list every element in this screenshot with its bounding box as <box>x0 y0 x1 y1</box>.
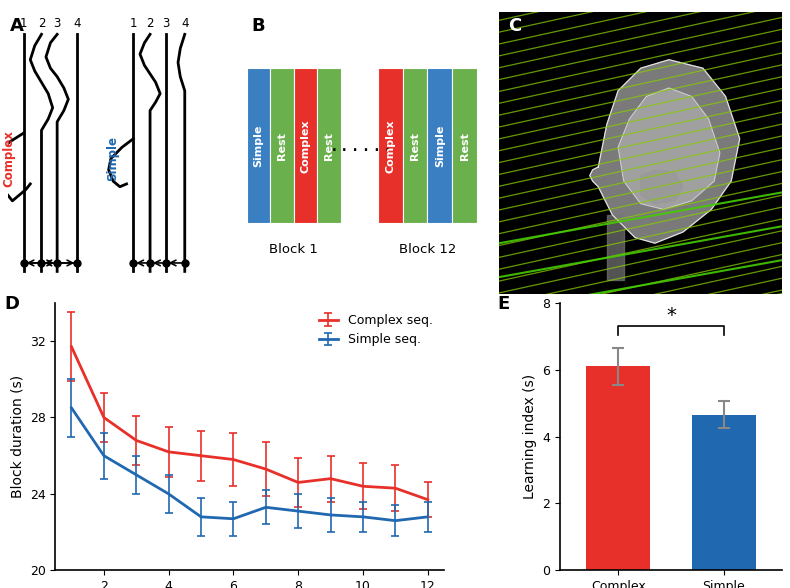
Text: 3: 3 <box>54 17 61 30</box>
Bar <box>452 68 477 223</box>
Text: 3: 3 <box>162 17 169 30</box>
Text: Simple: Simple <box>435 125 445 167</box>
Text: Block 1: Block 1 <box>269 243 318 256</box>
Text: Complex: Complex <box>300 119 310 172</box>
Text: 2: 2 <box>38 17 45 30</box>
Text: B: B <box>252 18 265 35</box>
Text: *: * <box>666 306 676 325</box>
Text: Simple: Simple <box>254 125 264 167</box>
Text: C: C <box>508 18 521 35</box>
Text: Rest: Rest <box>460 132 469 160</box>
Bar <box>246 68 270 223</box>
Text: 1: 1 <box>20 17 28 30</box>
Y-axis label: Block duration (s): Block duration (s) <box>10 375 24 498</box>
Bar <box>403 68 427 223</box>
Polygon shape <box>590 60 739 243</box>
Legend: Complex seq., Simple seq.: Complex seq., Simple seq. <box>314 309 438 351</box>
Bar <box>378 68 403 223</box>
Text: D: D <box>5 295 20 313</box>
Text: Rest: Rest <box>410 132 420 160</box>
Bar <box>427 68 452 223</box>
Text: A: A <box>10 18 24 35</box>
Text: Complex: Complex <box>2 130 16 187</box>
Y-axis label: Learning index (s): Learning index (s) <box>523 374 536 499</box>
Text: 4: 4 <box>73 17 81 30</box>
Text: 1: 1 <box>130 17 137 30</box>
Polygon shape <box>641 170 683 203</box>
Polygon shape <box>607 215 624 280</box>
Bar <box>270 68 294 223</box>
Text: Rest: Rest <box>324 132 334 160</box>
Text: Complex: Complex <box>386 119 395 172</box>
Text: Rest: Rest <box>277 132 287 160</box>
Bar <box>318 68 340 223</box>
Polygon shape <box>618 88 720 209</box>
Bar <box>692 415 756 570</box>
Text: ......: ...... <box>329 137 394 155</box>
Bar <box>294 68 318 223</box>
Text: 2: 2 <box>146 17 154 30</box>
Text: Block 12: Block 12 <box>399 243 456 256</box>
Text: Simple: Simple <box>107 136 119 181</box>
Bar <box>586 366 650 570</box>
Text: 4: 4 <box>181 17 189 30</box>
Text: E: E <box>498 295 510 313</box>
